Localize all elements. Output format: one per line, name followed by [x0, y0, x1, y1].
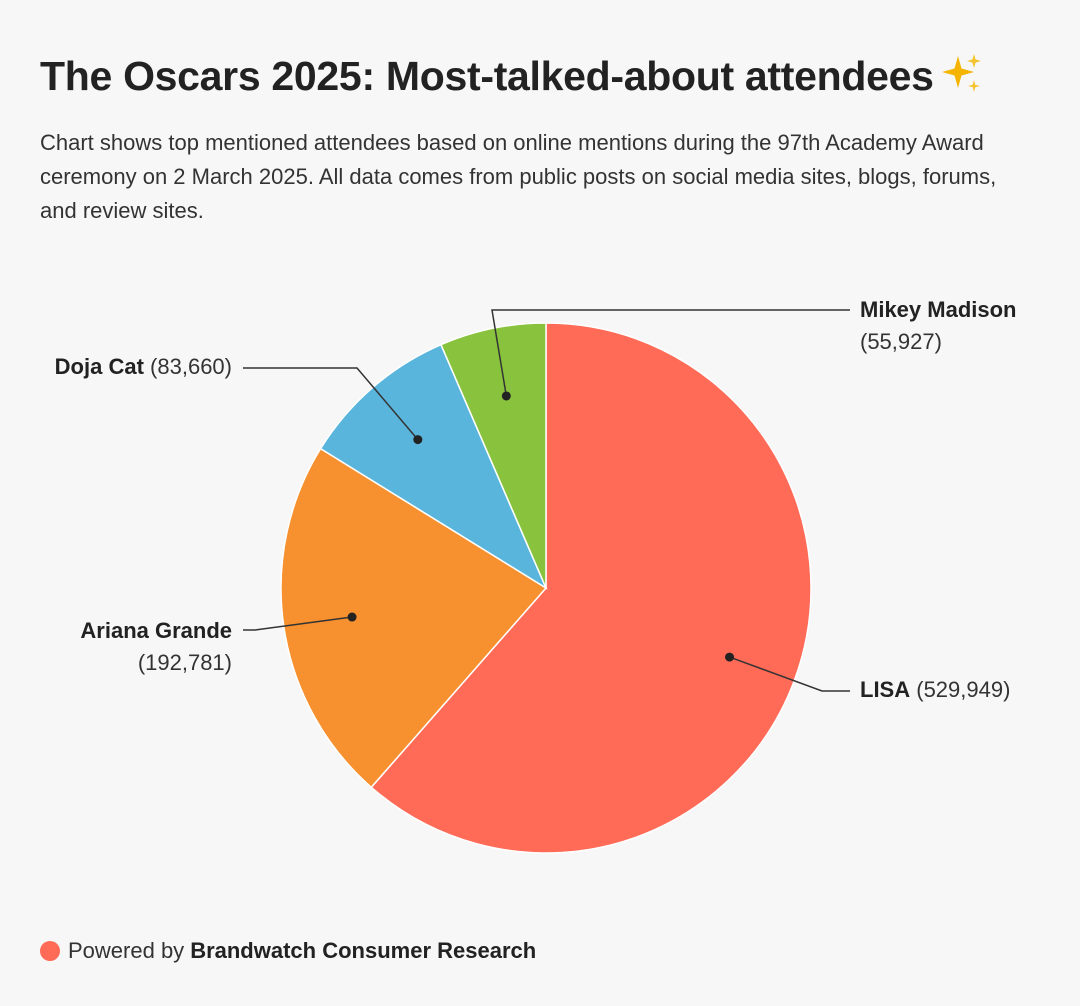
- leader-dot: [413, 435, 423, 445]
- sparkles-icon: [940, 52, 984, 106]
- slice-label-name: Mikey Madison: [860, 297, 1017, 322]
- chart-subtitle: Chart shows top mentioned attendees base…: [40, 130, 997, 223]
- brand-dot-icon: [40, 941, 60, 961]
- slice-label: Mikey Madison (55,927): [860, 294, 1016, 358]
- pie-slice-ariana-grande: [280, 447, 548, 789]
- leader-dot: [347, 612, 357, 622]
- chart-title-text: The Oscars 2025: Most-talked-about atten…: [40, 52, 934, 99]
- slice-label-value: (55,927): [860, 329, 942, 354]
- slice-label: Ariana Grande (192,781): [80, 615, 232, 679]
- slice-label-name: Doja Cat: [54, 354, 144, 379]
- leader-lines: [243, 309, 850, 692]
- slice-label: Doja Cat (83,660): [55, 351, 232, 383]
- pie-slices: [280, 322, 812, 854]
- footer-prefix: Powered by: [68, 938, 185, 963]
- slice-label-value: (192,781): [137, 650, 232, 675]
- leader-line: [243, 616, 353, 631]
- leader-dot: [501, 391, 511, 401]
- pie-slice-mikey-madison: [439, 322, 547, 589]
- leader-dot: [725, 652, 735, 662]
- slice-label-value: (529,949): [916, 677, 1011, 702]
- leader-line: [243, 367, 419, 441]
- leader-line: [491, 309, 850, 397]
- slice-label: LISA (529,949): [860, 674, 1010, 706]
- slice-label-name: Ariana Grande: [80, 618, 232, 643]
- footer: Powered by Brandwatch Consumer Research: [40, 938, 536, 964]
- footer-brand: Brandwatch Consumer Research: [190, 938, 537, 963]
- slice-label-value: (83,660): [150, 354, 232, 379]
- leader-line: [729, 656, 850, 692]
- chart-title: The Oscars 2025: Most-talked-about atten…: [40, 52, 1050, 106]
- slice-label-name: LISA: [860, 677, 911, 702]
